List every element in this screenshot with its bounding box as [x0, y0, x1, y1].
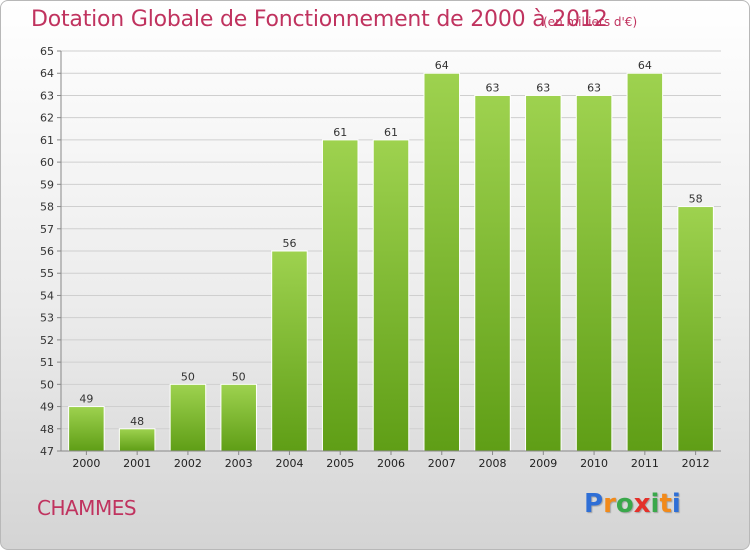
x-axis: 2000 2001 2002 2003 2004 2005 2006 2007 2008 2009…: [61, 450, 721, 470]
value-label: 50: [232, 370, 246, 383]
x-tick-label: 2010: [580, 457, 608, 470]
y-tick-label: 56: [40, 245, 54, 258]
y-tick-label: 62: [40, 112, 54, 125]
y-tick-label: 63: [40, 89, 54, 102]
y-tick-label: 64: [40, 67, 54, 80]
x-tick-label: 2000: [72, 457, 100, 470]
bar-2003: [220, 383, 257, 452]
commune-name: CHAMMES: [37, 496, 137, 520]
x-tick-label: 2012: [682, 457, 710, 470]
value-label: 48: [130, 415, 144, 428]
bar-2009: [525, 94, 562, 452]
x-tick-label: 2001: [123, 457, 151, 470]
bar-2010: [575, 94, 613, 452]
x-tick-label: 2004: [275, 457, 303, 470]
bar-2001: [118, 428, 156, 452]
value-label: 64: [638, 59, 652, 72]
y-tick-label: 52: [40, 334, 54, 347]
bar-2000: [68, 406, 105, 452]
y-tick-label: 51: [40, 356, 54, 369]
logo-letter: r: [603, 489, 616, 519]
y-tick-label: 48: [40, 423, 54, 436]
x-tick-label: 2006: [377, 457, 405, 470]
chart-subtitle: (en milliers d'€): [543, 15, 638, 29]
y-tick-label: 47: [40, 445, 54, 458]
bar-2012: [677, 206, 714, 452]
bar-2008: [474, 94, 511, 452]
y-tick-label: 58: [40, 201, 54, 214]
x-tick-label: 2007: [428, 457, 456, 470]
value-label: 50: [181, 370, 195, 383]
bar-2006: [372, 139, 410, 452]
bar-2005: [321, 139, 359, 452]
value-label: 63: [536, 81, 550, 94]
value-label: 63: [587, 81, 601, 94]
y-tick-label: 60: [40, 156, 54, 169]
logo-letter: i: [650, 489, 660, 519]
value-label: 49: [79, 393, 93, 406]
bar-2002: [169, 383, 207, 452]
x-tick-label: 2005: [326, 457, 354, 470]
y-tick-label: 54: [40, 289, 54, 302]
value-label: 61: [384, 126, 398, 139]
value-label: 56: [282, 237, 296, 250]
logo-letter: P: [584, 489, 604, 519]
y-axis: 47 48 49 50 51 52 53 54 55 56 57 58 59 60 61 62 63 64 65: [40, 45, 62, 458]
y-tick-label: 61: [40, 134, 54, 147]
value-labels: 49 48 50 50 56 61 61 64 63 63 63 64 58: [79, 59, 702, 428]
x-tick-label: 2003: [225, 457, 253, 470]
bar-2004: [271, 250, 308, 452]
x-tick-label: 2008: [479, 457, 507, 470]
value-label: 58: [689, 193, 703, 206]
logo-letter: x: [633, 489, 651, 519]
value-label: 63: [486, 81, 500, 94]
logo-letter: i: [671, 489, 681, 519]
value-label: 61: [333, 126, 347, 139]
logo-letter: o: [615, 489, 634, 519]
bar-2011: [626, 72, 664, 452]
value-label: 64: [435, 59, 449, 72]
proxiti-logo[interactable]: Proxiti: [584, 489, 681, 519]
bars: [68, 72, 714, 452]
y-tick-label: 59: [40, 178, 54, 191]
x-tick-label: 2002: [174, 457, 202, 470]
y-tick-label: 57: [40, 223, 54, 236]
x-tick-label: 2009: [529, 457, 557, 470]
bar-2007: [423, 72, 461, 452]
x-tick-label: 2011: [631, 457, 659, 470]
y-tick-label: 55: [40, 267, 54, 280]
y-tick-label: 53: [40, 312, 54, 325]
logo-letter: t: [659, 489, 672, 519]
y-tick-label: 50: [40, 378, 54, 391]
chart-title: Dotation Globale de Fonctionnement de 20…: [31, 7, 608, 32]
y-tick-label: 49: [40, 401, 54, 414]
y-tick-label: 65: [40, 45, 54, 58]
